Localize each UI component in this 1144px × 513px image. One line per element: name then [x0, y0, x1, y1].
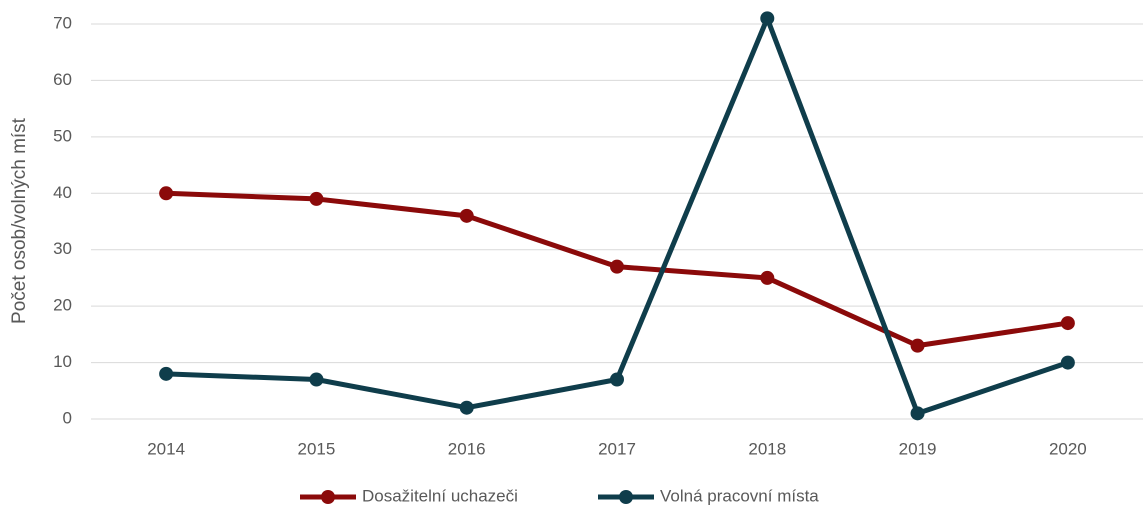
data-point: [309, 372, 324, 387]
data-point: [910, 338, 925, 353]
legend-marker: [619, 490, 633, 504]
data-point: [760, 11, 775, 26]
y-tick-label: 60: [53, 70, 72, 89]
data-point: [1060, 355, 1075, 370]
y-tick-label: 70: [53, 13, 72, 32]
data-point: [159, 366, 174, 381]
y-axis-label: Počet osob/volných míst: [9, 117, 30, 324]
x-tick-label: 2016: [448, 439, 486, 458]
y-tick-label: 0: [63, 408, 72, 427]
y-tick-label: 20: [53, 296, 72, 315]
data-point: [459, 400, 474, 415]
y-tick-label: 30: [53, 239, 72, 258]
data-point: [760, 270, 775, 285]
data-point: [459, 208, 474, 223]
x-tick-label: 2015: [298, 439, 336, 458]
data-point: [610, 259, 624, 274]
data-point: [309, 191, 324, 206]
x-tick-label: 2014: [147, 439, 185, 458]
legend-label: Volná pracovní místa: [660, 486, 819, 505]
x-tick-label: 2020: [1049, 439, 1087, 458]
x-tick-label: 2017: [598, 439, 636, 458]
data-point: [159, 186, 174, 201]
data-point: [610, 372, 624, 387]
data-point: [910, 406, 925, 421]
data-point: [1060, 316, 1075, 331]
y-tick-label: 10: [53, 352, 72, 371]
x-tick-label: 2018: [748, 439, 786, 458]
y-tick-label: 40: [53, 183, 72, 202]
legend-marker: [321, 490, 335, 504]
x-tick-label: 2019: [899, 439, 937, 458]
series-line: [166, 15, 1069, 416]
y-tick-label: 50: [53, 126, 72, 145]
legend-label: Dosažitelní uchazeči: [362, 486, 518, 505]
